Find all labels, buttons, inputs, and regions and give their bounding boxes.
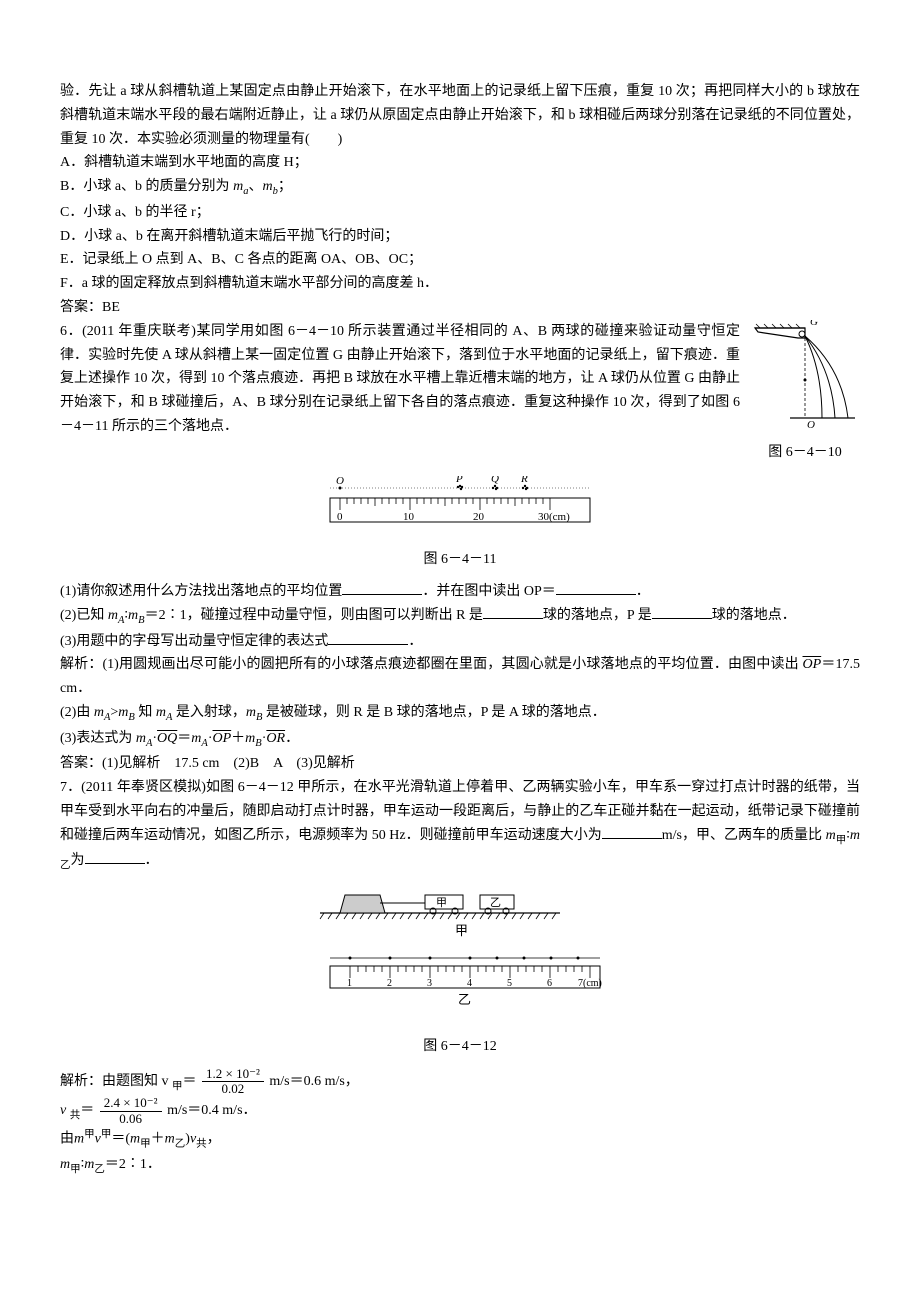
svg-text:5: 5 — [507, 978, 512, 989]
q5-option-F: F．a 球的固定释放点到斜槽轨道末端水平部分间的高度差 h． — [60, 272, 860, 296]
svg-text:20: 20 — [473, 511, 485, 523]
q5-option-D: D．小球 a、b 在离开斜槽轨道末端后平抛飞行的时间； — [60, 225, 860, 249]
q7-solution-2: v 共＝ 2.4 × 10⁻² 0.06 m/s＝0.4 m/s． — [60, 1096, 860, 1126]
q5-option-A: A．斜槽轨道末端到水平地面的高度 H； — [60, 151, 860, 175]
svg-text:Q: Q — [491, 476, 499, 485]
svg-text:7(cm): 7(cm) — [578, 978, 602, 989]
q5-option-E: E．记录纸上 O 点到 A、B、C 各点的距离 OA、OB、OC； — [60, 248, 860, 272]
blank — [556, 580, 636, 595]
fraction: 1.2 × 10⁻² 0.02 — [202, 1067, 264, 1097]
svg-text:O: O — [336, 476, 344, 487]
q6-solution-2: (2)由 mA>mB 知 mA 是入射球，mB 是被碰球，则 R 是 B 球的落… — [60, 701, 860, 727]
svg-text:2: 2 — [387, 978, 392, 989]
figure-6-4-10: G O 图 6－4－10 — [750, 320, 860, 465]
q5-answer: 答案：BE — [60, 296, 860, 320]
q5-intro: 验．先让 a 球从斜槽轨道上某固定点由静止开始滚下，在水平地面上的记录纸上留下压… — [60, 80, 860, 151]
svg-text:4: 4 — [467, 978, 472, 989]
svg-text:乙: 乙 — [490, 896, 501, 909]
q6-answer: 答案：(1)见解析 17.5 cm (2)B A (3)见解析 — [60, 752, 860, 776]
q6-solution-3: (3)表达式为 mA·OQ＝mA·OP＋mB·OR． — [60, 727, 860, 753]
fig10-caption: 图 6－4－10 — [750, 441, 860, 465]
fraction: 2.4 × 10⁻² 0.06 — [100, 1096, 162, 1126]
q5-option-C: C．小球 a、b 的半径 r； — [60, 201, 860, 225]
q7-solution-4: m甲∶m乙＝2∶1． — [60, 1153, 860, 1179]
q6-part3: (3)用题中的字母写出动量守恒定律的表达式． — [60, 630, 860, 654]
figure-6-4-11: O P Q R 0 10 20 — [60, 476, 860, 572]
q6-part1: (1)请你叙述用什么方法找出落地点的平均位置．并在图中读出 OP＝． — [60, 580, 860, 604]
svg-text:6: 6 — [547, 978, 552, 989]
fig11-caption: 图 6－4－11 — [60, 548, 860, 572]
figure-6-4-12: 甲 乙 甲 — [60, 883, 860, 1059]
svg-text:30(cm): 30(cm) — [538, 511, 570, 523]
blank — [328, 630, 408, 645]
blank — [483, 604, 543, 619]
blank — [342, 580, 422, 595]
svg-text:3: 3 — [427, 978, 432, 989]
q6-solution: 解析：(1)用圆规画出尽可能小的圆把所有的小球落点痕迹都圈在里面，其圆心就是小球… — [60, 653, 860, 701]
fig10-label-O: O — [807, 419, 815, 430]
q7-solution-1: 解析：由题图知 v 甲＝ 1.2 × 10⁻² 0.02 m/s＝0.6 m/s… — [60, 1067, 860, 1097]
q6-head: 6．(2011 年重庆联考)某同学用如图 6－4－10 所示装置通过半径相同的 … — [60, 320, 860, 439]
svg-text:R: R — [520, 476, 528, 485]
fig12-caption: 图 6－4－12 — [60, 1035, 860, 1059]
svg-text:乙: 乙 — [458, 992, 471, 1007]
q7-head: 7．(2011 年奉贤区模拟)如图 6－4－12 甲所示，在水平光滑轨道上停着甲… — [60, 776, 860, 875]
q6-part2: (2)已知 mA∶mB＝2∶1，碰撞过程中动量守恒，则由图可以判断出 R 是球的… — [60, 604, 860, 630]
blank — [602, 824, 662, 839]
svg-text:甲: 甲 — [455, 923, 468, 938]
fig10-label-G: G — [810, 320, 818, 328]
q5-option-B: B．小球 a、b 的质量分别为 ma、mb； — [60, 175, 860, 201]
svg-text:10: 10 — [403, 511, 415, 523]
svg-text:甲: 甲 — [436, 897, 447, 909]
blank — [652, 604, 712, 619]
svg-text:P: P — [455, 476, 463, 485]
blank — [85, 849, 145, 864]
svg-text:0: 0 — [337, 511, 343, 523]
q7-solution-3: 由m甲v甲＝(m甲＋m乙)v共， — [60, 1126, 860, 1153]
svg-text:1: 1 — [347, 978, 352, 989]
